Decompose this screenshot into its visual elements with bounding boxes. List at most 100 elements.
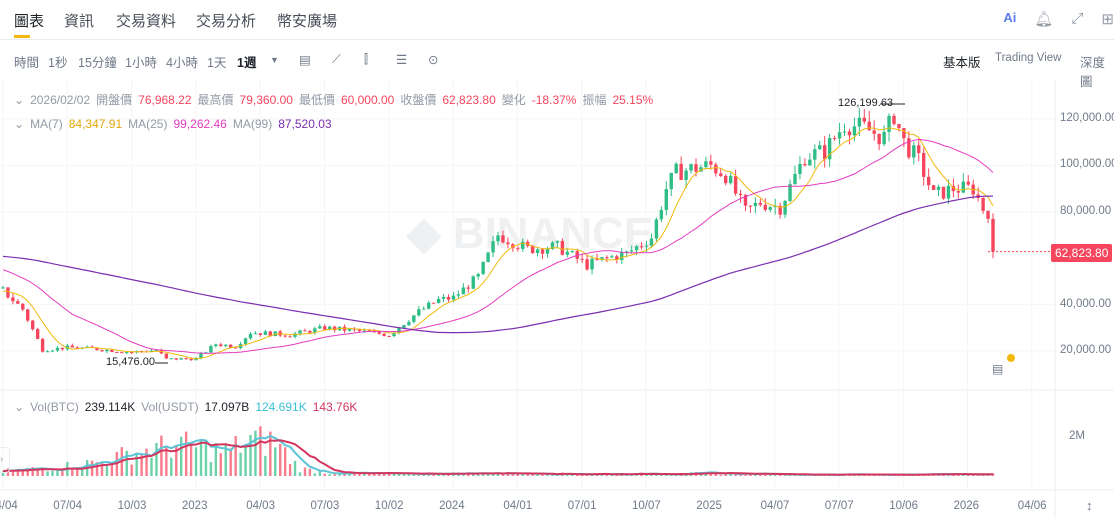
high-value: 79,360.00 (239, 93, 293, 107)
volume-bar (135, 452, 138, 476)
volume-bar (472, 473, 475, 476)
volume-bar (551, 474, 554, 476)
candle-body (179, 358, 183, 360)
volume-bar (462, 474, 465, 476)
interval-15m[interactable]: 15分鐘 (78, 56, 117, 70)
vol-btc-label: Vol(BTC) (30, 400, 79, 414)
volume-bar (348, 472, 351, 476)
scale-resize-icon[interactable]: ↕ (1086, 498, 1093, 513)
candle-body (476, 274, 480, 277)
candle-body (768, 207, 772, 210)
candle-body (75, 347, 79, 349)
volume-bar (11, 471, 15, 476)
volume-bar (491, 473, 495, 476)
candle-body (803, 163, 807, 166)
interval-1s[interactable]: 1秒 (48, 56, 68, 70)
volume-bar (269, 431, 272, 476)
volume-bar (576, 474, 579, 476)
volume-bar (229, 448, 232, 476)
candle-body (917, 145, 921, 154)
candle-body (827, 137, 832, 160)
bell-icon[interactable]: 🔔︎ (1034, 11, 1054, 28)
interval-dropdown-icon[interactable]: ▼ (270, 55, 279, 65)
volume-bar (437, 474, 440, 476)
view-basic[interactable]: 基本版 (943, 56, 981, 70)
candle-body (55, 347, 60, 351)
volume-bar (754, 474, 757, 476)
expand-icon[interactable]: ⤢ (1071, 10, 1084, 27)
expand-left-handle[interactable]: › (0, 447, 10, 473)
grid-icon[interactable]: ⊞ (1101, 11, 1114, 28)
candle-body (738, 193, 743, 195)
volume-bar (387, 472, 391, 476)
candle-body (862, 117, 866, 122)
price-tick-label: 100,000.00 (1060, 158, 1114, 171)
notes-icon[interactable]: ▤ (992, 362, 1004, 376)
calendar-icon[interactable]: ▤ (299, 53, 311, 67)
indicator-icon[interactable]: ⟋ (332, 52, 341, 66)
candle-body (902, 128, 906, 139)
candle-body (263, 331, 268, 335)
volume-bar (298, 472, 302, 476)
interval-4h[interactable]: 4小時 (166, 56, 198, 70)
volume-bar (655, 474, 658, 476)
change-label: 變化 (501, 93, 526, 107)
candle-body (922, 153, 926, 177)
candle-body (377, 331, 381, 334)
candle-body (521, 241, 525, 249)
volume-bar (46, 471, 49, 476)
collapse-icon[interactable]: ⌄ (14, 117, 25, 131)
volume-bar (140, 454, 143, 476)
notification-dot (1007, 354, 1015, 362)
tab-binance-square[interactable]: 幣安廣場 (277, 13, 338, 30)
tab-info[interactable]: 資訊 (64, 13, 95, 30)
ma-legend: ⌄ MA(7) 84,347.91 MA(25) 99,262.46 MA(99) 87,5… (14, 117, 338, 131)
interval-1d[interactable]: 1天 (207, 56, 227, 70)
candle-body (550, 242, 555, 250)
volume-bar (432, 474, 435, 476)
volume-bar (571, 474, 574, 476)
candle-body (867, 121, 871, 131)
volume-bar (130, 464, 133, 476)
candle-body (362, 330, 367, 332)
candle-body (837, 132, 842, 139)
view-tradingview[interactable]: Trading View (995, 52, 1062, 64)
time-tick-label: 04/03 (246, 500, 275, 512)
collapse-icon[interactable]: ⌄ (14, 400, 25, 414)
candle-type-icon[interactable]: ⫿ (364, 52, 369, 66)
time-tick-label: 04/04 (0, 500, 18, 512)
volume-bar (209, 462, 213, 476)
volume-bar (353, 473, 356, 476)
tab-trading-data[interactable]: 交易資料 (116, 13, 177, 30)
view-depth[interactable]: 深度圖 (1080, 56, 1106, 89)
candle-body (347, 328, 352, 331)
volume-bar (184, 431, 188, 476)
candle-body (35, 329, 40, 339)
candle-body (105, 349, 109, 352)
gear-icon[interactable]: ⊙ (428, 53, 439, 67)
volume-bar (219, 453, 222, 476)
binance-watermark: ◆ BINANCE (406, 209, 654, 258)
candle-body (580, 258, 584, 260)
time-tick-label: 10/02 (374, 500, 404, 512)
interval-1h[interactable]: 1小時 (125, 56, 157, 70)
volume-bar (194, 447, 198, 476)
settings-list-icon[interactable]: ☰ (396, 53, 408, 67)
high-annotation: 126,199.63 (838, 97, 894, 109)
ai-icon[interactable]: Ai (1003, 10, 1017, 25)
tab-trading-analysis[interactable]: 交易分析 (196, 13, 257, 30)
volume-bar (224, 444, 227, 476)
interval-1w[interactable]: 1週 (237, 56, 257, 70)
collapse-icon[interactable]: ⌄ (14, 93, 25, 107)
volume-bar (76, 469, 79, 476)
candle-body (451, 295, 456, 300)
tab-chart[interactable]: 圖表 (14, 13, 45, 30)
candle-body (783, 200, 787, 215)
candle-body (169, 358, 173, 360)
volume-bar (125, 450, 128, 476)
candle-body (535, 249, 540, 254)
vol-btc-value: 239.114K (84, 400, 136, 414)
time-tick-label: 07/04 (53, 500, 83, 512)
candle-body (778, 205, 782, 215)
